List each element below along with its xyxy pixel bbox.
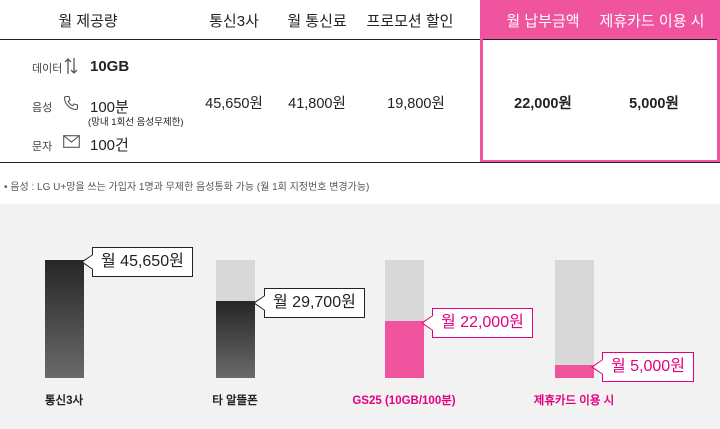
table-bottom-rule [0, 162, 720, 163]
header-promo-discount: 프로모션 할인 [366, 13, 454, 30]
data-label-text: 월 29,700원 [273, 294, 356, 311]
voice-label: 음성 [32, 102, 53, 114]
highlight-box [480, 38, 720, 163]
cell-carrier3: 45,650원 [205, 96, 263, 112]
category-label: 제휴카드 이용 시 [533, 395, 615, 407]
voice-value: 100분 [90, 99, 129, 116]
bar-container [554, 260, 594, 378]
callout-pointer-inner [255, 296, 265, 310]
cell-monthly-fee: 41,800원 [288, 96, 346, 112]
table-header: 월 제공량 통신3사 월 통신료 프로모션 할인 월 납부금액 제휴카드 이용 … [0, 0, 720, 40]
bar-track [554, 260, 594, 378]
data-value: 10GB [90, 58, 130, 75]
bar-container [215, 260, 255, 378]
cell-with-card: 5,000원 [629, 96, 679, 112]
highlight-header-bg [480, 0, 720, 40]
callout-pointer-inner [593, 360, 603, 374]
header-monthly-payment: 월 납부금액 [506, 13, 580, 30]
footnote: • 음성 : LG U+망을 쓰는 가입자 1명과 무제한 음성통화 가능 (월… [4, 182, 370, 193]
category-label: 타 알뜰폰 [212, 395, 258, 407]
bar [554, 365, 594, 378]
header-with-card: 제휴카드 이용 시 [599, 13, 705, 30]
sms-value: 100건 [90, 137, 129, 154]
bar [384, 321, 424, 378]
callout-pointer-inner [83, 255, 93, 269]
cell-monthly-payment: 22,000원 [514, 96, 572, 112]
data-label-text: 월 5,000원 [611, 358, 685, 375]
plan-table: 월 제공량 통신3사 월 통신료 프로모션 할인 월 납부금액 제휴카드 이용 … [0, 0, 720, 163]
header-carrier3: 통신3사 [209, 13, 259, 30]
bar [44, 260, 84, 378]
bar-container [44, 260, 84, 378]
data-label-text: 월 22,000원 [441, 314, 524, 331]
sms-label: 문자 [32, 141, 53, 153]
data-label: 월 5,000원 [591, 352, 694, 382]
data-label: 월 22,000원 [421, 308, 533, 338]
category-label: GS25 (10GB/100분) [352, 395, 456, 407]
callout-pointer-inner [423, 316, 433, 330]
bar-container [384, 260, 424, 378]
category-label: 통신3사 [44, 395, 84, 407]
up-down-arrows-icon [64, 57, 78, 79]
cell-promo-discount: 19,800원 [387, 96, 445, 112]
header-monthly-fee: 월 통신료 [287, 13, 347, 30]
phone-icon [63, 95, 79, 115]
header-monthly-allowance: 월 제공량 [58, 13, 118, 30]
envelope-icon [63, 135, 80, 152]
data-label: 월 29,700원 [253, 288, 365, 318]
data-label-text: 월 45,650원 [101, 253, 184, 270]
data-label: 월 45,650원 [81, 247, 193, 277]
bar [215, 301, 255, 378]
voice-note: (망내 1회선 음성무제한) [88, 117, 184, 128]
data-label: 데이터 [32, 63, 63, 75]
